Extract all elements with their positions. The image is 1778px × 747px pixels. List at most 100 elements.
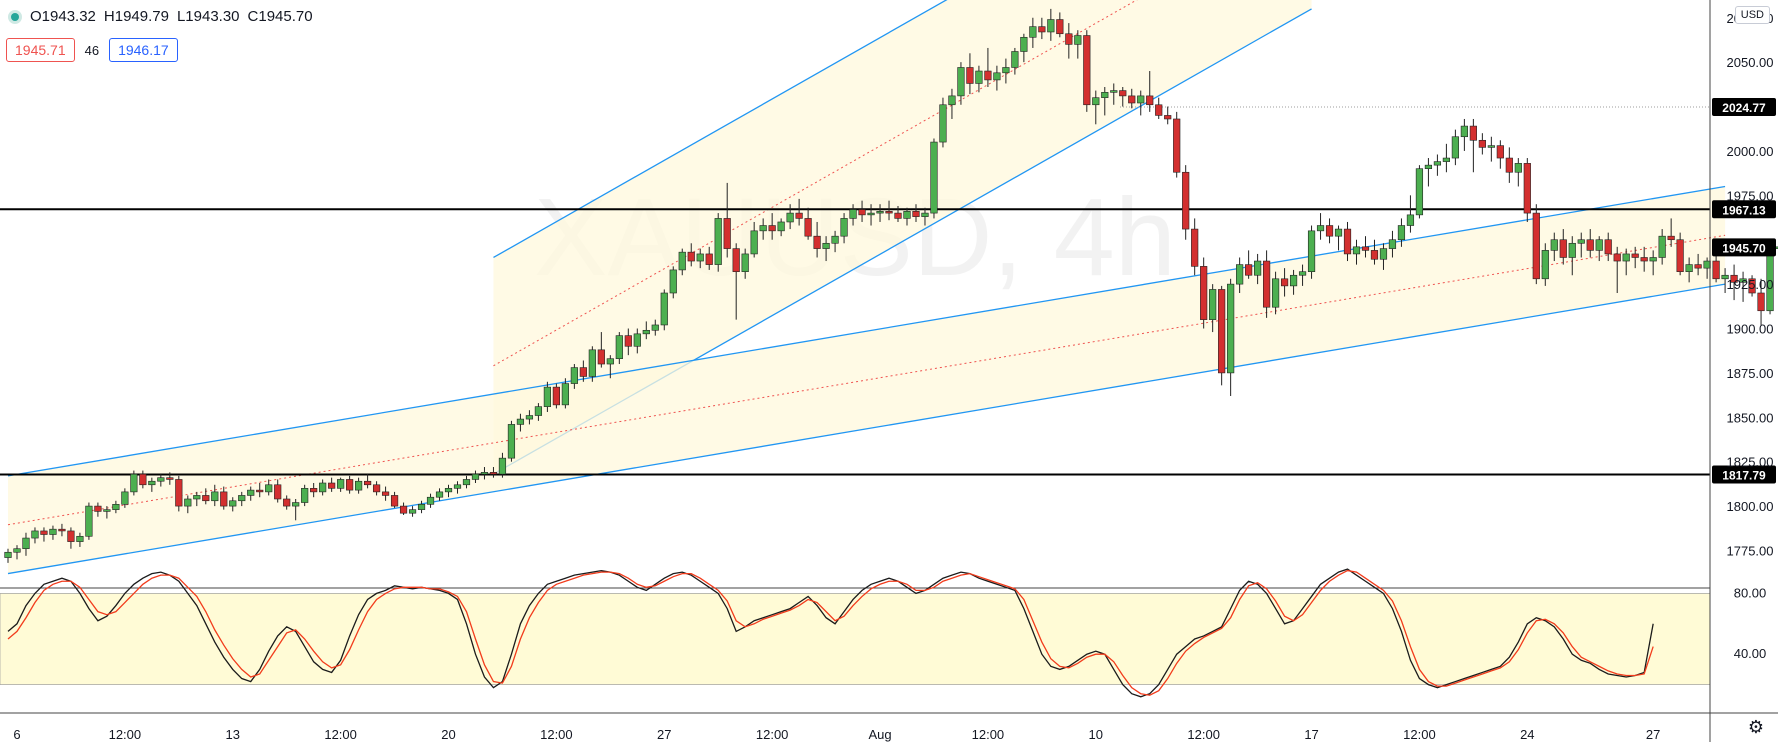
last-price-label: 1945.70 [1722,241,1766,255]
stochastic-k-line[interactable] [7,568,1654,698]
sell-button[interactable]: 1945.71 [6,38,75,62]
candle-body [516,418,525,425]
candle-body [67,530,75,542]
candle-body [489,472,498,475]
candle-body [759,225,767,232]
last-price-tag [1712,238,1776,257]
candle-body [1289,274,1298,287]
channel-lower-line[interactable] [7,283,1726,575]
candle-body [1074,35,1082,45]
gear-icon[interactable]: ⚙ [1747,717,1764,737]
ohlc-legend: O1943.32 H1949.79 L1943.30 C1945.70 [8,8,313,25]
price-tick-label: 1825.00 [1727,455,1774,470]
candle-body [903,211,911,219]
candle-body [732,248,740,272]
channel-upper-line[interactable] [493,0,1311,259]
candle-body [768,225,776,232]
candle-body [1092,97,1100,106]
candle-body [822,242,830,249]
candle-body [1622,253,1630,262]
candle-body [1487,145,1495,148]
candle-body [597,349,605,365]
candle-body [1029,26,1037,38]
candle-body [1397,225,1406,241]
candle-body [1469,125,1477,141]
candle-body [876,211,884,214]
candle-body [606,358,614,365]
spread-value: 46 [84,42,100,58]
candle-body [139,473,147,486]
candle-body [507,424,516,459]
candle-body [1128,95,1136,104]
candle-body [561,383,569,406]
channel-midline [7,234,1726,526]
candle-body [642,329,650,335]
candle-body [669,269,677,294]
candle-body [1379,248,1388,260]
candle-body [984,70,992,81]
candle-body [94,505,102,512]
candle-body [1209,289,1217,320]
candle-body [121,491,129,505]
ohlc-close: C1945.70 [247,8,313,25]
candle-body [444,488,453,493]
candle-body [534,406,543,416]
price-tick-label: 2050.00 [1727,55,1774,70]
candle-body [408,509,417,514]
candle-body [283,498,291,507]
candle-body [346,479,354,491]
candle-body [328,482,336,489]
candle-body [1316,225,1325,232]
level-price-tag [1712,200,1776,219]
candle-body [804,218,812,237]
candle-body [130,473,138,493]
time-tick-label: 12:00 [756,727,789,742]
price-tick-label: 1800.00 [1727,499,1774,514]
price-tick-label: 2000.00 [1727,144,1774,159]
level-price-tag [1712,97,1776,116]
candle-body [1595,239,1603,251]
candle-body [543,386,551,407]
level-price-label: 1967.13 [1722,203,1766,217]
candle-body [112,504,120,510]
stochastic-tick-label: 40.00 [1734,646,1767,661]
candle-body [894,212,902,219]
candle-body [696,253,704,262]
candle-body [1532,212,1540,280]
channel-upper-line[interactable] [7,185,1726,477]
candle-body [1514,163,1522,173]
currency-button[interactable]: USD [1734,6,1770,24]
trade-buttons: 1945.71 46 1946.17 [6,38,178,62]
buy-button[interactable]: 1946.17 [109,38,178,62]
candle-body [1146,95,1154,106]
candle-body [1352,246,1361,255]
candle-body [40,530,48,535]
candle-body [76,535,84,542]
candle-body [256,489,264,493]
channel-midline [493,0,1138,367]
candle-body [1011,51,1019,68]
candle-body [1325,225,1334,237]
candle-body [1451,136,1459,159]
candle-body [1236,264,1244,285]
time-tick-label: 6 [13,727,20,742]
candle-body [714,218,722,265]
candle-body [849,209,857,219]
candle-body [1056,19,1064,35]
candle-body [1155,104,1163,116]
candle-body [1739,278,1747,283]
candle-body [1343,228,1352,255]
candle-body [319,482,327,493]
stochastic-d-line[interactable] [7,569,1654,696]
candle-body [1173,118,1181,173]
candle-body [1361,246,1370,251]
time-tick-label: 13 [226,727,240,742]
time-tick-label: 12:00 [1187,727,1220,742]
level-price-label: 1817.79 [1722,469,1766,483]
candle-body [49,528,57,535]
candle-body [660,292,668,326]
price-tick-label: 1850.00 [1727,410,1774,425]
candle-body [1191,228,1199,267]
candle-body [390,495,399,507]
